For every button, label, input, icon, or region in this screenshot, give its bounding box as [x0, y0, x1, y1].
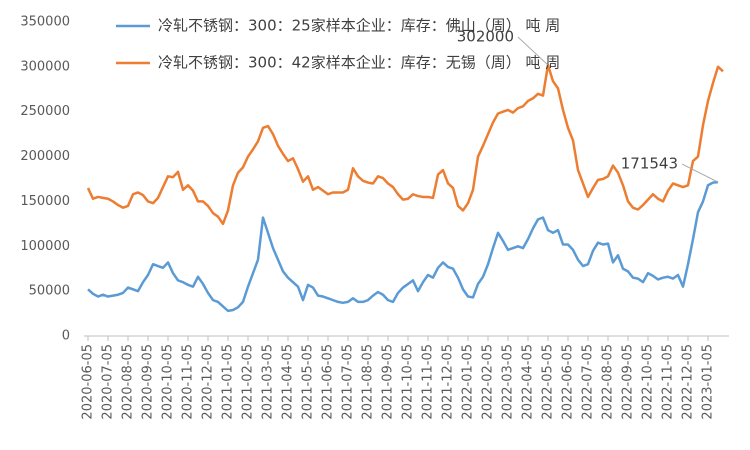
x-tick-label: 2022-10-05 [641, 344, 656, 420]
x-tick-label: 2021-12-05 [441, 344, 456, 420]
x-tick-label: 2021-03-05 [261, 344, 276, 420]
data-label: 171543 [621, 155, 678, 173]
x-tick-label: 2021-05-05 [301, 344, 316, 420]
y-tick-label: 0 [62, 329, 70, 344]
series-line [86, 63, 724, 226]
x-tick-label: 2020-11-05 [181, 344, 196, 420]
x-tick-label: 2021-07-05 [341, 344, 356, 420]
x-tick-label: 2021-06-05 [321, 344, 336, 420]
y-tick-label: 350000 [20, 15, 70, 30]
x-tick-label: 2021-04-05 [281, 344, 296, 420]
y-tick-label: 100000 [20, 239, 70, 254]
x-tick-label: 2021-01-05 [221, 344, 236, 420]
y-tick-label: 250000 [20, 104, 70, 119]
legend-label: 冷轧不锈钢：300：25家样本企业：库存：佛山（周） 吨 周 [158, 17, 560, 35]
x-tick-label: 2022-12-05 [681, 344, 696, 420]
x-tick-label: 2022-06-05 [561, 344, 576, 420]
x-tick-label: 2021-11-05 [421, 344, 436, 420]
data-label: 302000 [457, 28, 514, 46]
series-line [87, 180, 719, 313]
x-tick-label: 2022-09-05 [621, 344, 636, 420]
x-tick-label: 2020-08-05 [121, 344, 136, 420]
annotation-leader [681, 163, 719, 183]
x-tick-label: 2020-09-05 [141, 344, 156, 420]
y-tick-label: 50000 [29, 284, 70, 299]
x-tick-label: 2022-11-05 [661, 344, 676, 420]
x-tick-label: 2020-12-05 [201, 344, 216, 420]
x-tick-label: 2021-09-05 [381, 344, 396, 420]
x-tick-label: 2021-02-05 [241, 344, 256, 420]
x-tick-label: 2020-06-05 [81, 344, 96, 420]
x-tick-label: 2022-02-05 [481, 344, 496, 420]
y-tick-label: 200000 [20, 149, 70, 164]
x-tick-label: 2023-01-05 [701, 344, 716, 420]
y-tick-label: 300000 [20, 59, 70, 74]
legend-label: 冷轧不锈钢：300：42家样本企业：库存：无锡（周） 吨 周 [158, 54, 560, 72]
x-tick-label: 2022-04-05 [521, 344, 536, 420]
x-tick-label: 2022-08-05 [601, 344, 616, 420]
x-tick-label: 2021-10-05 [401, 344, 416, 420]
x-tick-label: 2022-05-05 [541, 344, 556, 420]
y-tick-label: 150000 [20, 194, 70, 209]
annotation-leader [517, 36, 549, 66]
x-tick-label: 2022-03-05 [501, 344, 516, 420]
x-tick-label: 2020-07-05 [101, 344, 116, 420]
x-tick-label: 2022-07-05 [581, 344, 596, 420]
x-tick-label: 2020-10-05 [161, 344, 176, 420]
x-tick-label: 2022-01-05 [461, 344, 476, 420]
x-tick-label: 2021-08-05 [361, 344, 376, 420]
